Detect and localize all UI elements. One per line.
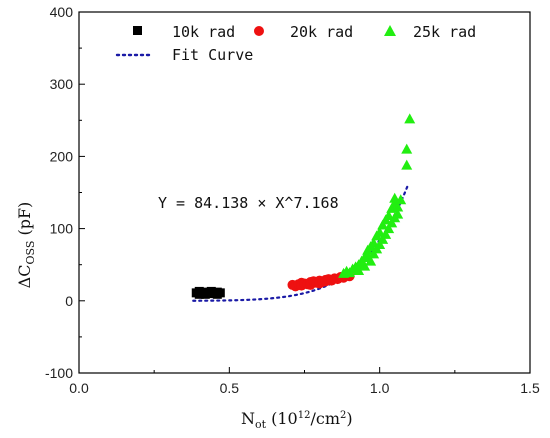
plot-frame bbox=[78, 11, 531, 374]
x-axis-title: Not (1012/cm2) bbox=[241, 409, 353, 431]
y-tick-label: 100 bbox=[50, 221, 74, 237]
point-triangle bbox=[377, 219, 389, 230]
point-triangle bbox=[368, 248, 380, 259]
fit-equation: Y = 84.138 × X^7.168 bbox=[158, 194, 339, 212]
point-triangle bbox=[404, 113, 416, 124]
point-triangle bbox=[401, 143, 413, 154]
legend-label-20k: 20k rad bbox=[290, 23, 353, 41]
point-triangle bbox=[401, 159, 413, 170]
x-tick-label: 1.5 bbox=[520, 380, 540, 396]
x-tick-label: 0.0 bbox=[69, 380, 89, 396]
x-tick-label: 0.5 bbox=[220, 380, 240, 396]
data-points bbox=[191, 113, 416, 299]
legend-label-fit: Fit Curve bbox=[172, 46, 253, 64]
legend: 10k rad 20k rad 25k rad Fit Curve bbox=[115, 23, 476, 64]
x-tick-label: 1.0 bbox=[370, 380, 390, 396]
point-triangle bbox=[359, 260, 371, 271]
point-triangle bbox=[392, 201, 404, 212]
y-tick-label: 400 bbox=[50, 4, 74, 20]
point-triangle bbox=[392, 208, 404, 219]
legend-marker-25k bbox=[384, 25, 396, 36]
y-tick-label: -100 bbox=[45, 365, 73, 381]
legend-marker-10k bbox=[133, 26, 142, 35]
legend-label-10k: 10k rad bbox=[172, 23, 235, 41]
point-triangle bbox=[374, 238, 386, 249]
point-triangle bbox=[383, 223, 395, 234]
point-triangle bbox=[383, 210, 395, 221]
y-tick-label: 300 bbox=[50, 76, 74, 92]
legend-marker-20k bbox=[254, 26, 264, 36]
point-triangle bbox=[374, 226, 386, 237]
point-triangle bbox=[365, 255, 377, 266]
y-tick-label: 200 bbox=[50, 148, 74, 164]
legend-label-25k: 25k rad bbox=[413, 23, 476, 41]
point-square bbox=[215, 288, 225, 298]
point-triangle bbox=[386, 217, 398, 228]
point-triangle bbox=[395, 194, 407, 205]
series-2 bbox=[338, 113, 416, 278]
point-triangle bbox=[377, 233, 389, 244]
series-0 bbox=[191, 286, 225, 299]
point-triangle bbox=[380, 228, 392, 239]
plot-border bbox=[78, 11, 531, 374]
axis-ticks: 0.0 0.5 1.0 1.5 -100 0 100 200 300 400 bbox=[45, 4, 540, 396]
y-axis-title: ΔCOSS (pF) bbox=[15, 202, 37, 289]
y-tick-label: 0 bbox=[65, 293, 73, 309]
point-triangle bbox=[353, 264, 365, 275]
